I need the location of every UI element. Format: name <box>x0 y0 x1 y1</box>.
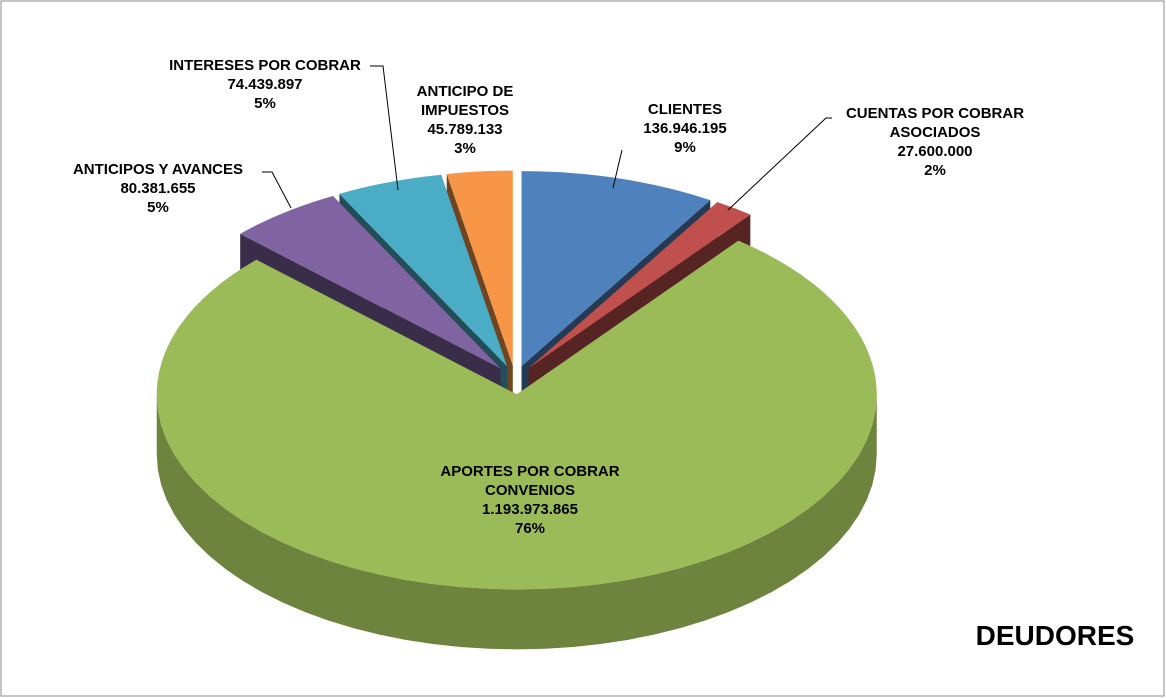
slice-top <box>339 174 508 367</box>
slice-wall <box>156 394 877 650</box>
slice-top <box>521 171 711 367</box>
leader-line <box>370 65 399 191</box>
label-name: CUENTAS POR COBRAR ASOCIADOS <box>845 105 1025 141</box>
data-label: ANTICIPO DE IMPUESTOS 45.789.133 3% <box>410 82 520 158</box>
label-name: ANTICIPOS Y AVANCES <box>72 161 244 178</box>
label-name: ANTICIPO DE IMPUESTOS <box>416 83 514 119</box>
pie <box>156 170 877 650</box>
leader-line <box>262 171 292 209</box>
data-label: APORTES POR COBRAR CONVENIOS 1.193.973.86… <box>430 462 630 538</box>
label-percent: 3% <box>454 140 476 157</box>
data-label: CUENTAS POR COBRAR ASOCIADOS 27.600.000 2% <box>825 104 1045 180</box>
slice-top <box>528 202 751 369</box>
label-value: 27.600.000 <box>897 143 973 160</box>
label-value: 1.193.973.865 <box>482 501 578 518</box>
leader-lines <box>262 65 832 211</box>
label-percent: 9% <box>674 139 696 156</box>
label-name: INTERESES POR COBRAR <box>169 57 361 74</box>
data-label: INTERESES POR COBRAR 74.439.897 5% <box>160 56 370 113</box>
label-value: 45.789.133 <box>427 121 503 138</box>
slice-top <box>240 195 501 369</box>
label-name: CLIENTES <box>647 101 723 118</box>
label-value: 136.946.195 <box>643 120 727 137</box>
leader-line <box>612 149 623 189</box>
slice <box>156 240 877 650</box>
label-percent: 5% <box>254 95 276 112</box>
label-name: APORTES POR COBRAR CONVENIOS <box>440 463 620 499</box>
chart-title: DEUDORES <box>975 620 1135 651</box>
leader-line <box>727 117 832 211</box>
slice-top <box>446 170 513 366</box>
label-value: 80.381.655 <box>120 180 196 197</box>
label-percent: 76% <box>514 520 546 537</box>
label-percent: 2% <box>924 162 946 179</box>
label-percent: 5% <box>147 199 169 216</box>
data-label: CLIENTES 136.946.195 9% <box>610 100 760 157</box>
data-label: ANTICIPOS Y AVANCES 80.381.655 5% <box>48 160 268 217</box>
label-value: 74.439.897 <box>227 76 303 93</box>
slice-top <box>156 240 877 590</box>
